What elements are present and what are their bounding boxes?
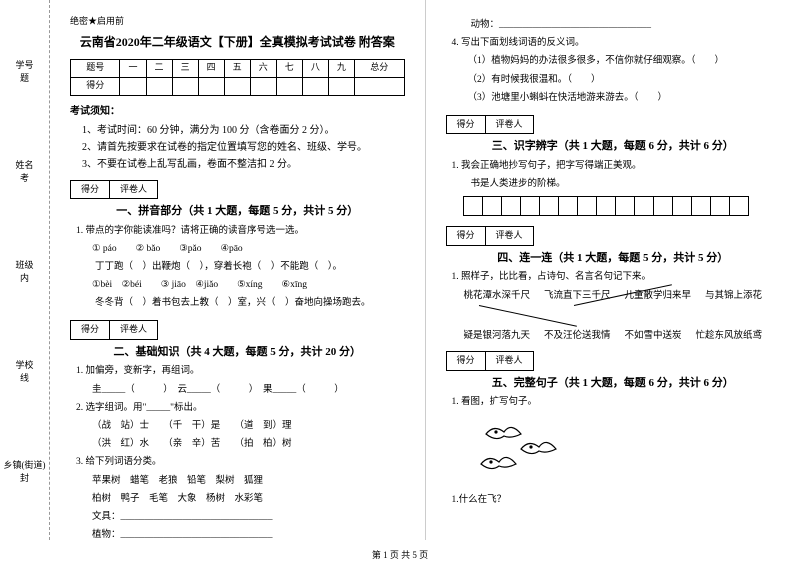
gutter-label: 班级: [15, 258, 33, 271]
q2-3b: 柏树 鸭子 毛笔 大象 杨树 水彩笔: [76, 492, 405, 507]
th: 三: [172, 59, 198, 77]
section-4-title: 四、连一连（共 1 大题，每题 5 分，共计 5 分）: [446, 250, 781, 267]
grader-label: 评卷人: [486, 227, 533, 245]
notice-heading: 考试须知：: [70, 104, 405, 119]
q2-3: 3. 给下列词语分类。: [76, 455, 405, 470]
section-3-title: 三、识字辨字（共 1 大题，每题 6 分，共计 6 分）: [446, 138, 781, 155]
notice-item: 3、不要在试卷上乱写乱画，卷面不整洁扣 2 分。: [82, 157, 405, 172]
grader-label: 评卷人: [486, 116, 533, 134]
page-footer: 第 1 页 共 5 页: [0, 548, 800, 561]
writing-grid: [464, 196, 781, 216]
score-header-row: 题号 一 二 三 四 五 六 七 八 九 总分: [71, 59, 405, 77]
gutter-label: 姓名: [15, 158, 33, 171]
td: 得分: [71, 77, 120, 95]
binding-gutter: 学号 题 姓名 考 班级 内 学校 线 乡镇(街道) 封: [0, 0, 50, 540]
match-item: 儿童散学归来早: [624, 289, 691, 303]
grader-label: 评卷人: [110, 321, 157, 339]
section-score-box: 得分 评卷人: [446, 115, 534, 135]
q1-a: 丁丁跑（ ）出鞭炮（ ），穿着长袍（ ）不能跑（ ）。: [76, 260, 405, 275]
gutter-label: 学号: [15, 58, 33, 71]
q4c: （3）池塘里小蝌蚪在快活地游来游去。（ ）: [452, 91, 781, 106]
gutter-town: 乡镇(街道) 封: [4, 458, 46, 482]
gutter-xuehao: 学号 题: [15, 58, 33, 82]
score-value-row: 得分: [71, 77, 405, 95]
notice-item: 2、请首先按要求在试卷的指定位置填写您的姓名、班级、学号。: [82, 140, 405, 155]
gutter-name: 姓名 考: [15, 158, 33, 182]
score-label: 得分: [447, 116, 486, 134]
th: 六: [250, 59, 276, 77]
q4a: （1）植物妈妈的办法很多很多，不信你就仔细观察。（ ）: [452, 54, 781, 69]
section-2-title: 二、基础知识（共 4 大题，每题 5 分，共计 20 分）: [70, 344, 405, 361]
match-item: 不及汪伦送我情: [544, 329, 611, 343]
section-score-box: 得分 评卷人: [446, 351, 534, 371]
q3-1a: 书是人类进步的阶梯。: [452, 177, 781, 192]
th: 一: [120, 59, 146, 77]
gutter-school: 学校 线: [15, 358, 33, 382]
notice-item: 1、考试时间：60 分钟，满分为 100 分（含卷面分 2 分）。: [82, 123, 405, 138]
th: 九: [328, 59, 354, 77]
section-5-title: 五、完整句子（共 1 大题，每题 6 分，共计 6 分）: [446, 375, 781, 392]
match-item: 与其锦上添花: [705, 289, 762, 303]
section-1-title: 一、拼音部分（共 1 大题，每题 5 分，共计 5 分）: [70, 203, 405, 220]
secret-label: 绝密★启用前: [70, 15, 405, 29]
q4: 4. 写出下面划线词语的反义词。: [452, 36, 781, 51]
match-lines: [464, 305, 763, 327]
match-item: 飞流直下三千尺: [544, 289, 611, 303]
match-item: 不如雪中送炭: [624, 329, 681, 343]
th: 五: [224, 59, 250, 77]
th: 题号: [71, 59, 120, 77]
q2-3c: 文具：________________________________: [76, 510, 405, 525]
th: 四: [198, 59, 224, 77]
score-label: 得分: [71, 321, 110, 339]
th: 八: [302, 59, 328, 77]
q2-2: 2. 选字组词。用"_____"标出。: [76, 401, 405, 416]
notice-list: 1、考试时间：60 分钟，满分为 100 分（含卷面分 2 分）。 2、请首先按…: [70, 123, 405, 172]
birds-illustration: [466, 414, 781, 489]
gutter-char: 线: [18, 373, 31, 382]
gutter-class: 班级 内: [15, 258, 33, 282]
right-column: 动物：________________________________ 4. 写…: [426, 0, 800, 540]
gutter-char: 内: [18, 273, 31, 282]
gutter-char: 封: [18, 473, 31, 482]
q2-1-line: 圭_____（ ） 云_____（ ） 果_____（ ）: [76, 383, 405, 398]
section-score-box: 得分 评卷人: [70, 180, 158, 200]
q3-1: 1. 我会正确地抄写句子，把字写得端正美观。: [452, 159, 781, 174]
match-item: 疑是银河落九天: [464, 329, 531, 343]
match-item: 桃花潭水深千尺: [464, 289, 531, 303]
cont-animals: 动物：________________________________: [452, 18, 781, 33]
th: 七: [276, 59, 302, 77]
th: 二: [146, 59, 172, 77]
section-score-box: 得分 评卷人: [446, 226, 534, 246]
q4b: （2）有时候我很温和。（ ）: [452, 73, 781, 88]
gutter-char: 考: [18, 173, 31, 182]
q5-1q: 1.什么在飞？: [452, 493, 781, 508]
q2-1: 1. 加偏旁，变新字，再组词。: [76, 364, 405, 379]
gutter-label: 乡镇(街道): [4, 458, 46, 471]
q2-3d: 植物：________________________________: [76, 528, 405, 543]
score-label: 得分: [71, 181, 110, 199]
gutter-label: 学校: [15, 358, 33, 371]
q1-opts2: ①bèi ②béi ③ jiāo ④jiǎo ⑤xíng ⑥xīng: [76, 278, 405, 293]
q4m: 1. 照样子，比比看，占诗句、名言名句记下来。: [452, 270, 781, 285]
q2-2b: （洪 红）水 （亲 辛）苦 （拍 柏）树: [76, 437, 405, 452]
q1: 1. 带点的字你能读准吗？请将正确的读音序号选一选。: [76, 224, 405, 239]
gutter-char: 题: [18, 73, 31, 82]
page-container: 学号 题 姓名 考 班级 内 学校 线 乡镇(街道) 封 绝密★启用前 云南省2…: [0, 0, 800, 540]
q2-2a: （战 站）士 （千 干）是 （道 到）理: [76, 419, 405, 434]
q1-opts: ① páo ② bǎo ③pǎo ④pāo: [76, 242, 405, 257]
exam-title: 云南省2020年二年级语文【下册】全真模拟考试试卷 附答案: [70, 33, 405, 51]
score-table: 题号 一 二 三 四 五 六 七 八 九 总分 得分: [70, 59, 405, 96]
q1-b: 冬冬背（ ）着书包去上教（ ）室，兴（ ）奋地向操场跑去。: [76, 296, 405, 311]
score-label: 得分: [447, 227, 486, 245]
score-label: 得分: [447, 352, 486, 370]
section-score-box: 得分 评卷人: [70, 320, 158, 340]
grader-label: 评卷人: [486, 352, 533, 370]
match-item: 忙趁东风放纸鸢: [695, 329, 762, 343]
q2-3a: 苹果树 蜡笔 老狼 铅笔 梨树 狐狸: [76, 474, 405, 489]
match-row-2: 疑是银河落九天 不及汪伦送我情 不如雪中送炭 忙趁东风放纸鸢: [464, 329, 763, 343]
q5-1: 1. 看图，扩写句子。: [452, 395, 781, 410]
left-column: 绝密★启用前 云南省2020年二年级语文【下册】全真模拟考试试卷 附答案 题号 …: [50, 0, 426, 540]
th: 总分: [354, 59, 404, 77]
grader-label: 评卷人: [110, 181, 157, 199]
